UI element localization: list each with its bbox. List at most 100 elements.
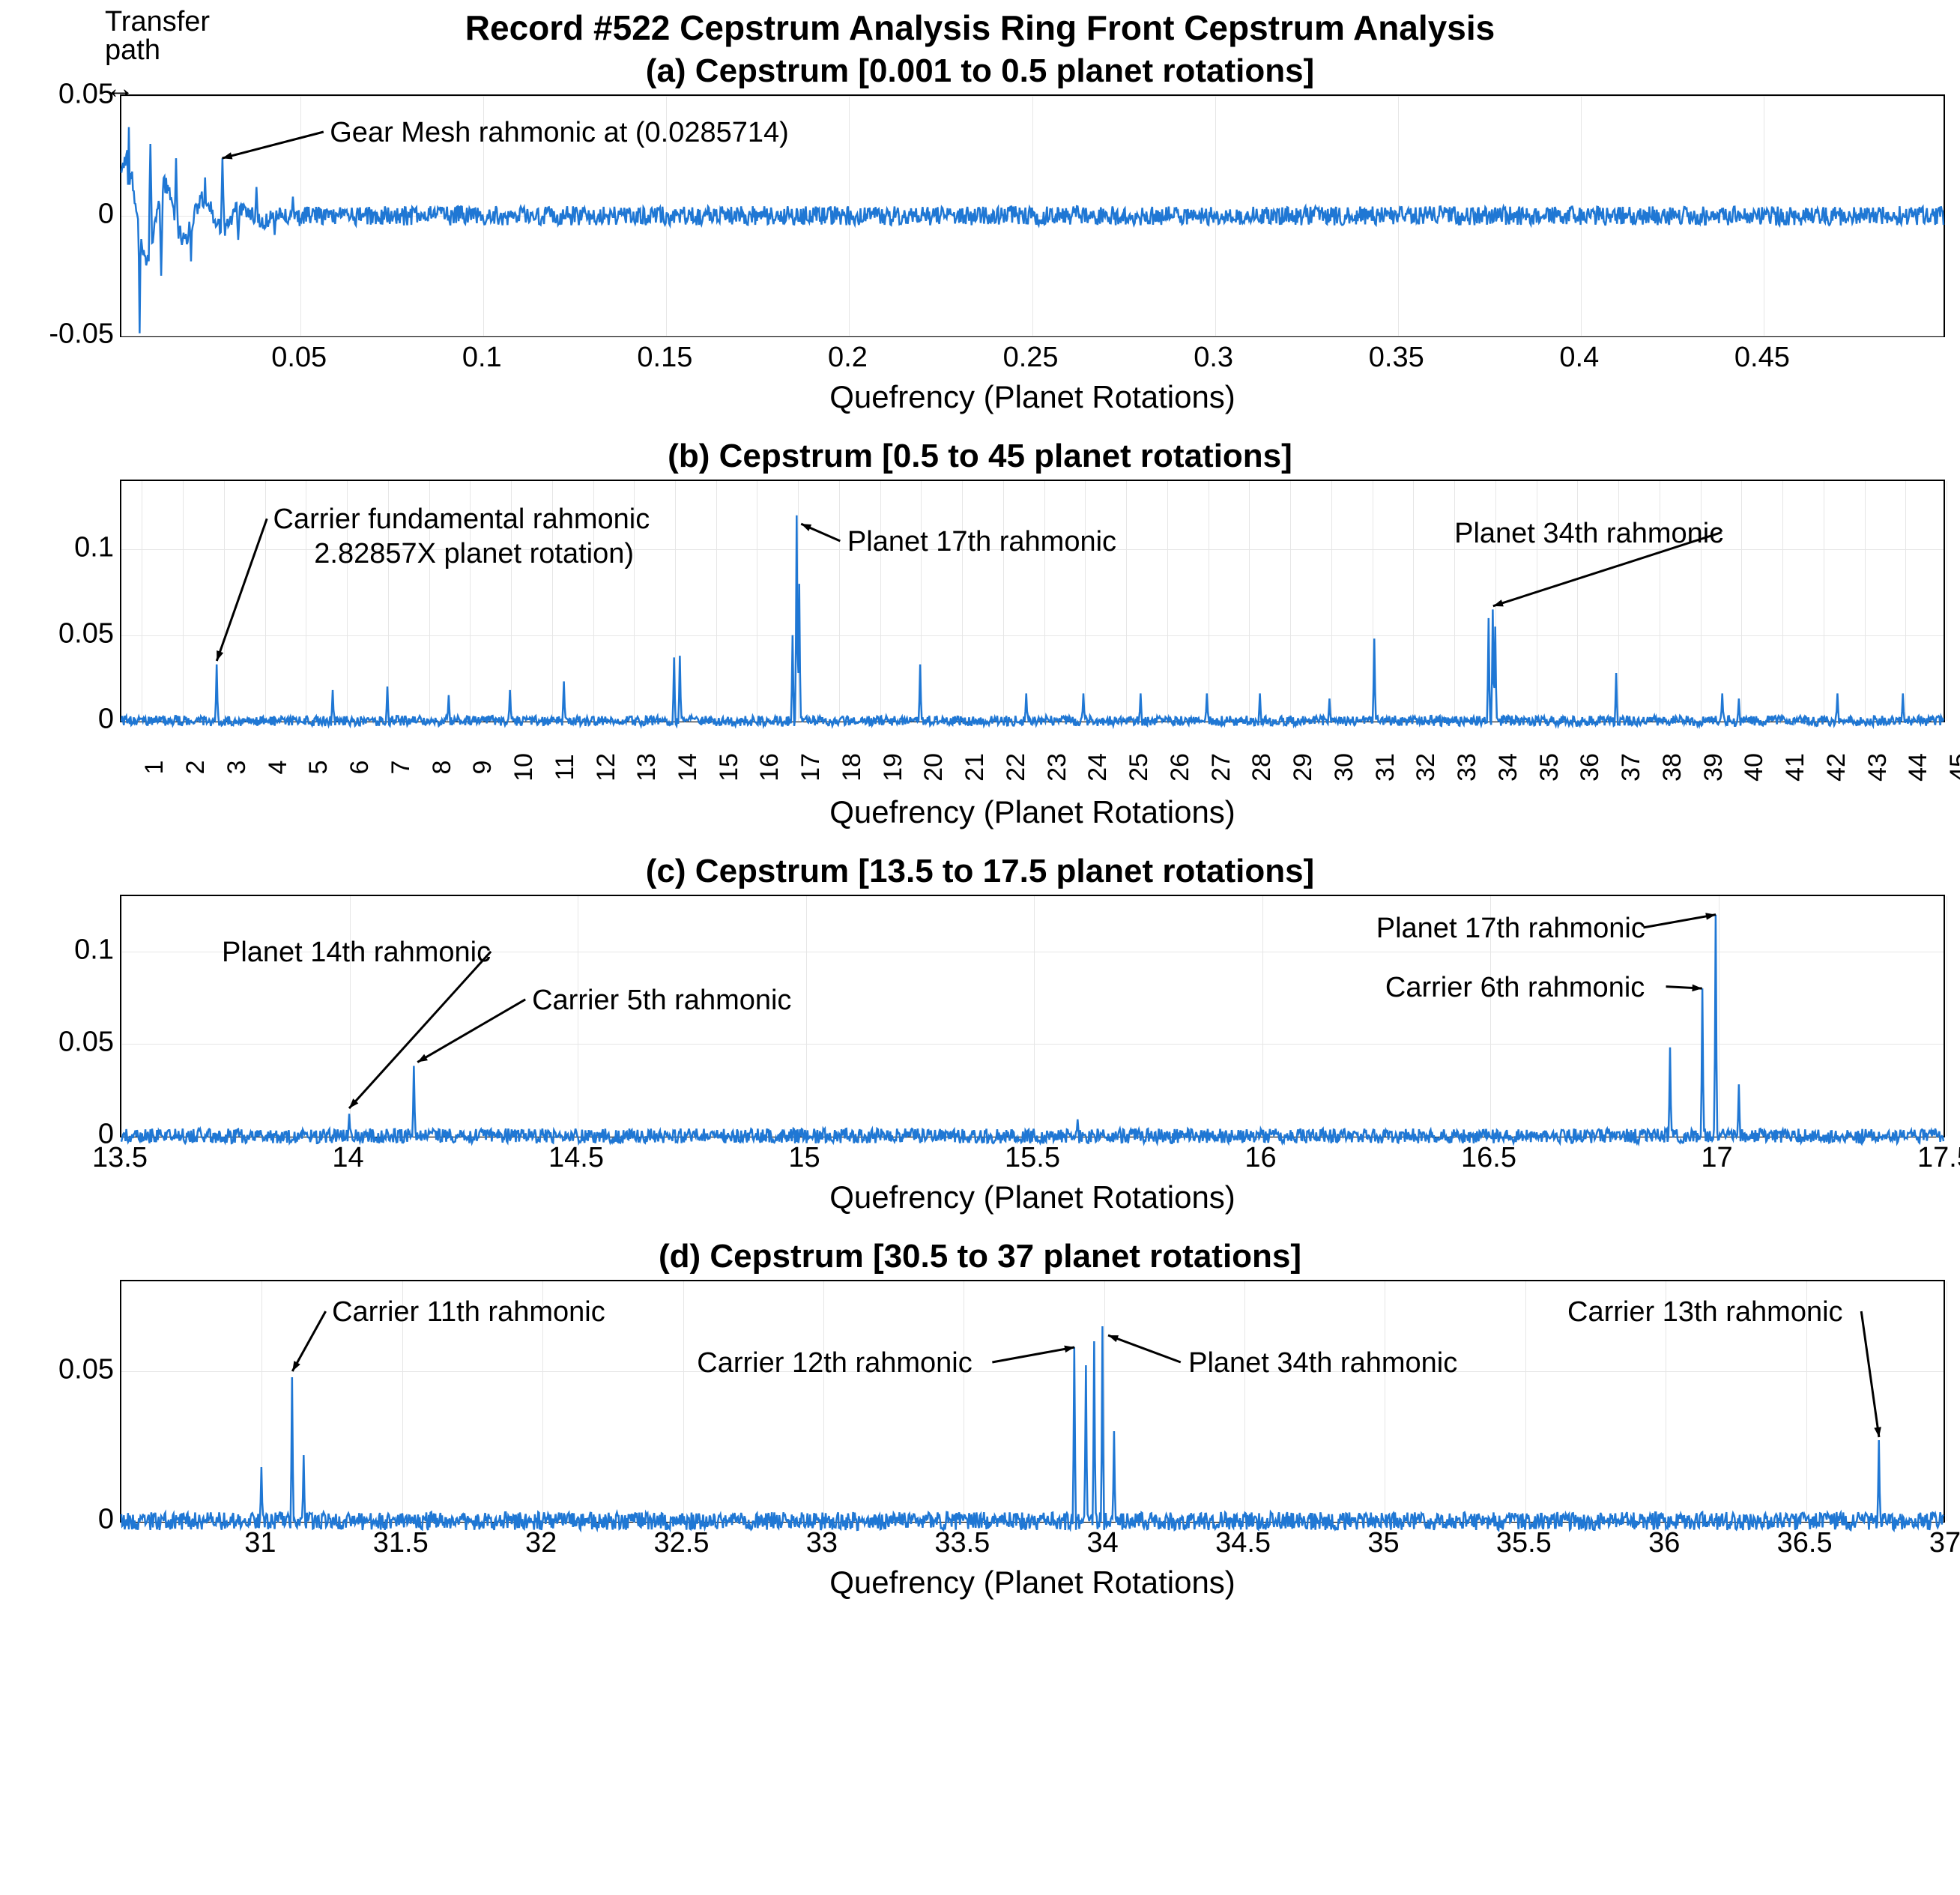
xtick: 16 <box>755 753 784 782</box>
xtick: 36 <box>1576 753 1605 782</box>
panel-b-xaxis: 1234567891011121314151617181920212223242… <box>120 722 1945 790</box>
xtick: 1 <box>140 761 169 775</box>
panel-a: (a) Cepstrum [0.001 to 0.5 planet rotati… <box>15 52 1945 415</box>
xtick: 11 <box>551 754 580 780</box>
xtick: 18 <box>838 753 867 782</box>
ytick: 0.1 <box>74 934 114 966</box>
figure-main-title: Record #522 Cepstrum Analysis Ring Front… <box>15 7 1945 48</box>
xtick: 33.5 <box>934 1527 990 1559</box>
xtick: 5 <box>304 761 333 775</box>
panel-a-xlabel: Quefrency (Planet Rotations) <box>120 379 1945 415</box>
ytick: 0.05 <box>58 617 114 650</box>
xtick: 17 <box>1701 1142 1732 1174</box>
xtick: 17.5 <box>1917 1142 1960 1174</box>
xtick: 4 <box>264 761 293 775</box>
xtick: 19 <box>879 753 908 782</box>
xtick: 35 <box>1367 1527 1399 1559</box>
xtick: 34 <box>1494 753 1523 782</box>
xtick: 0.15 <box>637 342 692 374</box>
xtick: 14 <box>332 1142 363 1174</box>
panel-d-xlabel: Quefrency (Planet Rotations) <box>120 1565 1945 1601</box>
ytick: 0 <box>98 704 114 736</box>
xtick: 29 <box>1289 753 1318 782</box>
xtick: 38 <box>1658 753 1687 782</box>
xtick: 24 <box>1083 753 1113 782</box>
panel-c-xlabel: Quefrency (Planet Rotations) <box>120 1179 1945 1215</box>
xtick: 16.5 <box>1461 1142 1516 1174</box>
xtick: 35.5 <box>1496 1527 1552 1559</box>
panel-d-yaxis: 00.05 <box>15 1280 120 1520</box>
panel-a-yaxis: -0.0500.05 <box>15 94 120 334</box>
xtick: 2 <box>181 761 211 775</box>
xtick: 0.25 <box>1003 342 1059 374</box>
xtick: 16 <box>1244 1142 1276 1174</box>
ytick: -0.05 <box>49 318 114 351</box>
ytick: 0.05 <box>58 1354 114 1386</box>
xtick: 43 <box>1863 753 1893 782</box>
panel-c-xaxis: 13.51414.51515.51616.51717.5 <box>120 1137 1945 1175</box>
xtick: 28 <box>1247 753 1277 782</box>
xtick: 0.05 <box>271 342 327 374</box>
xtick: 10 <box>509 753 539 782</box>
xtick: 32 <box>1412 753 1441 782</box>
xtick: 13.5 <box>92 1142 148 1174</box>
xtick: 0.1 <box>462 342 502 374</box>
panel-d-plot: 00.05 Carrier 11th rahmonicCarrier 12th … <box>15 1280 1945 1523</box>
xtick: 35 <box>1535 753 1564 782</box>
panel-c-plotbox: Planet 14th rahmonicCarrier 5th rahmonic… <box>120 895 1945 1137</box>
panel-d: (d) Cepstrum [30.5 to 37 planet rotation… <box>15 1238 1945 1601</box>
xtick: 25 <box>1125 753 1154 782</box>
xtick: 44 <box>1904 753 1933 782</box>
xtick: 23 <box>1043 753 1072 782</box>
panel-a-plot: -0.0500.05 Gear Mesh rahmonic at (0.0285… <box>15 94 1945 337</box>
xtick: 42 <box>1822 753 1851 782</box>
panel-a-xaxis: 0.050.10.150.20.250.30.350.40.45 <box>120 337 1945 375</box>
xtick: 9 <box>468 761 497 775</box>
panel-b-xlabel: Quefrency (Planet Rotations) <box>120 794 1945 830</box>
xtick: 37 <box>1929 1527 1960 1559</box>
panel-a-plotbox: Gear Mesh rahmonic at (0.0285714) <box>120 94 1945 337</box>
xtick: 13 <box>632 753 662 782</box>
panel-b-plotbox: Carrier fundamental rahmonic2.82857X pla… <box>120 480 1945 722</box>
panel-d-title: (d) Cepstrum [30.5 to 37 planet rotation… <box>15 1238 1945 1275</box>
panel-b-plot: 00.050.1 Carrier fundamental rahmonic2.8… <box>15 480 1945 722</box>
xtick: 7 <box>387 761 416 775</box>
xtick: 20 <box>919 753 949 782</box>
panel-c-plot: 00.050.1 Planet 14th rahmonicCarrier 5th… <box>15 895 1945 1137</box>
xtick: 0.35 <box>1369 342 1424 374</box>
xtick: 0.45 <box>1734 342 1790 374</box>
xtick: 32.5 <box>654 1527 710 1559</box>
xtick: 15 <box>715 753 744 782</box>
xtick: 37 <box>1617 753 1646 782</box>
xtick: 33 <box>806 1527 838 1559</box>
panel-d-plotbox: Carrier 11th rahmonicCarrier 12th rahmon… <box>120 1280 1945 1523</box>
ytick: 0 <box>98 199 114 231</box>
xtick: 6 <box>345 761 375 775</box>
xtick: 36 <box>1648 1527 1680 1559</box>
xtick: 31 <box>244 1527 276 1559</box>
xtick: 27 <box>1207 753 1236 782</box>
xtick: 39 <box>1699 753 1728 782</box>
ytick: 0.1 <box>74 532 114 564</box>
xtick: 8 <box>428 761 457 775</box>
panel-c-yaxis: 00.050.1 <box>15 895 120 1134</box>
xtick: 15.5 <box>1005 1142 1060 1174</box>
panel-c: (c) Cepstrum [13.5 to 17.5 planet rotati… <box>15 853 1945 1215</box>
xtick: 31 <box>1371 753 1400 782</box>
xtick: 21 <box>961 753 990 782</box>
xtick: 30 <box>1330 753 1359 782</box>
xtick: 41 <box>1781 753 1810 782</box>
xtick: 33 <box>1453 753 1482 782</box>
ytick: 0.05 <box>58 1026 114 1058</box>
cepstrum-figure: Record #522 Cepstrum Analysis Ring Front… <box>0 0 1960 1895</box>
xtick: 45 <box>1945 753 1960 782</box>
xtick: 40 <box>1740 753 1769 782</box>
panel-b-yaxis: 00.050.1 <box>15 480 120 719</box>
panel-d-xaxis: 3131.53232.53333.53434.53535.53636.537 <box>120 1523 1945 1560</box>
xtick: 0.4 <box>1559 342 1599 374</box>
xtick: 34.5 <box>1215 1527 1271 1559</box>
panel-a-title: (a) Cepstrum [0.001 to 0.5 planet rotati… <box>15 52 1945 90</box>
xtick: 26 <box>1166 753 1195 782</box>
ytick: 0.05 <box>58 79 114 111</box>
xtick: 14.5 <box>548 1142 604 1174</box>
